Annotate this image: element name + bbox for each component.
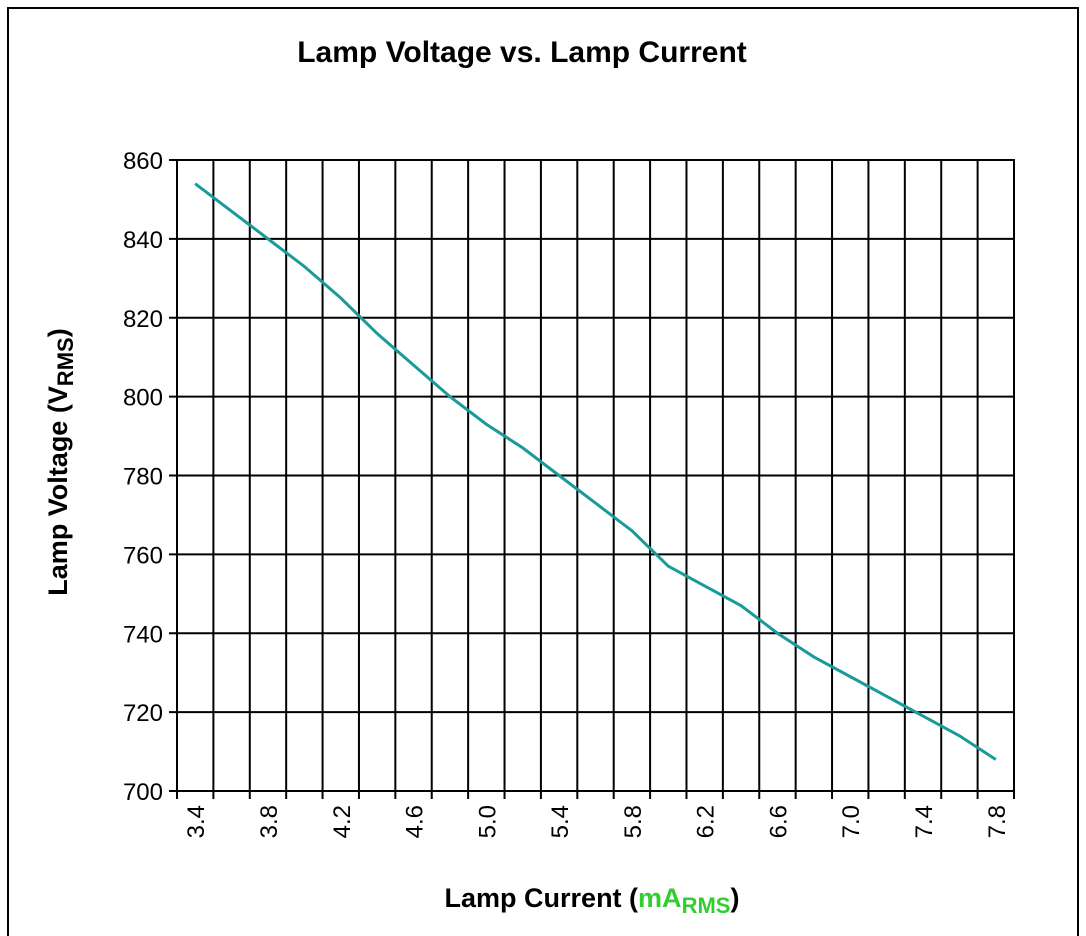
chart-title: Lamp Voltage vs. Lamp Current — [297, 36, 747, 69]
x-tick-label: 3.4 — [183, 805, 210, 838]
y-tick-label: 700 — [123, 779, 163, 806]
x-tick-label: 6.6 — [765, 805, 792, 838]
y-tick-label: 820 — [123, 306, 163, 333]
x-tick-label: 6.2 — [693, 805, 720, 838]
x-title-part: RMS — [682, 893, 731, 918]
y-tick-label: 840 — [123, 227, 163, 254]
y-tick-label: 780 — [123, 464, 163, 491]
y-tick-label: 860 — [123, 148, 163, 175]
y-axis-title: Lamp Voltage (VRMS) — [43, 328, 78, 595]
x-tick-label: 3.8 — [256, 805, 283, 838]
x-tick-label: 7.4 — [911, 805, 938, 838]
y-tick-label: 740 — [123, 621, 163, 648]
plot-border — [176, 159, 1015, 792]
data-line — [194, 182, 997, 761]
y-tick-label: 720 — [123, 700, 163, 727]
x-tick-label: 4.6 — [402, 805, 429, 838]
x-axis-title: Lamp Current (mARMS) — [445, 883, 740, 918]
x-title-part: Lamp Current ( — [445, 883, 639, 913]
x-tick-label: 5.4 — [547, 805, 574, 838]
frame — [7, 7, 1079, 936]
y-title-part: Lamp Voltage (V — [43, 386, 73, 596]
x-tick-label: 4.2 — [329, 805, 356, 838]
y-tick-label: 760 — [123, 542, 163, 569]
x-tick-label: 5.0 — [474, 805, 501, 838]
y-title-part: ) — [43, 328, 73, 337]
x-title-part: ) — [730, 883, 739, 913]
x-tick-label: 7.0 — [838, 805, 865, 838]
x-tick-label: 7.8 — [984, 805, 1011, 838]
x-title-part: mA — [638, 883, 682, 913]
y-tick-label: 800 — [123, 385, 163, 412]
y-title-part: RMS — [53, 337, 78, 386]
x-tick-label: 5.8 — [620, 805, 647, 838]
